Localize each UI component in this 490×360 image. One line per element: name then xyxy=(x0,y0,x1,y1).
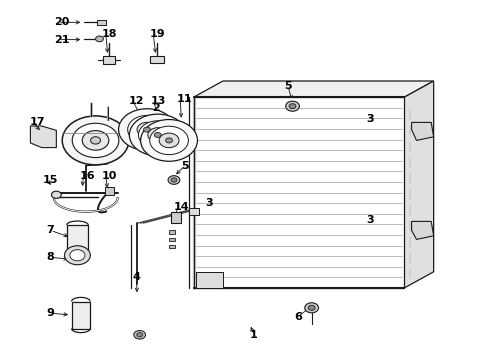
Bar xyxy=(169,245,175,248)
Text: 4: 4 xyxy=(132,272,140,282)
Circle shape xyxy=(286,101,299,111)
Text: 1: 1 xyxy=(250,330,258,340)
Circle shape xyxy=(119,109,175,150)
Circle shape xyxy=(96,36,103,42)
Circle shape xyxy=(154,132,161,138)
Bar xyxy=(189,208,199,215)
Text: 16: 16 xyxy=(79,171,95,181)
Circle shape xyxy=(72,123,119,158)
Circle shape xyxy=(144,127,150,132)
Text: 5: 5 xyxy=(284,81,292,91)
Polygon shape xyxy=(194,81,434,97)
Text: 3: 3 xyxy=(206,198,214,208)
Circle shape xyxy=(70,250,85,261)
Text: 20: 20 xyxy=(54,17,69,27)
Text: 9: 9 xyxy=(47,308,54,318)
Text: 18: 18 xyxy=(102,29,118,39)
Circle shape xyxy=(82,131,109,150)
Circle shape xyxy=(168,176,180,184)
Circle shape xyxy=(150,126,188,154)
Text: 12: 12 xyxy=(129,96,145,106)
Circle shape xyxy=(128,116,166,144)
Text: 13: 13 xyxy=(150,96,166,106)
Bar xyxy=(169,238,175,241)
Circle shape xyxy=(166,138,172,143)
Circle shape xyxy=(171,178,177,182)
Text: 14: 14 xyxy=(174,202,190,212)
Circle shape xyxy=(148,128,168,142)
Text: 6: 6 xyxy=(294,312,302,322)
Bar xyxy=(105,187,114,195)
Text: 17: 17 xyxy=(29,117,45,127)
Circle shape xyxy=(65,246,90,265)
Bar xyxy=(194,97,404,288)
Text: 3: 3 xyxy=(367,215,374,225)
Text: 3: 3 xyxy=(367,114,374,124)
Circle shape xyxy=(141,120,197,161)
Bar xyxy=(169,230,175,234)
Polygon shape xyxy=(30,126,56,148)
Text: 10: 10 xyxy=(102,171,117,181)
Circle shape xyxy=(139,121,177,149)
Text: 15: 15 xyxy=(43,175,58,185)
Circle shape xyxy=(137,333,143,337)
Circle shape xyxy=(137,122,157,137)
Circle shape xyxy=(129,114,186,156)
Text: 8: 8 xyxy=(47,252,54,262)
Polygon shape xyxy=(412,221,434,239)
Circle shape xyxy=(289,104,296,109)
Circle shape xyxy=(134,330,146,339)
Circle shape xyxy=(159,133,179,148)
Circle shape xyxy=(91,137,100,144)
Text: 21: 21 xyxy=(54,35,70,45)
Bar xyxy=(171,212,181,223)
Text: 2: 2 xyxy=(152,103,160,113)
Bar xyxy=(97,20,106,25)
Circle shape xyxy=(62,116,129,165)
Circle shape xyxy=(51,191,61,198)
Polygon shape xyxy=(404,81,434,288)
Polygon shape xyxy=(412,122,434,140)
Bar xyxy=(196,272,223,288)
Bar xyxy=(67,225,88,250)
Text: 11: 11 xyxy=(176,94,192,104)
Text: 19: 19 xyxy=(149,29,165,39)
Bar xyxy=(103,56,115,64)
Circle shape xyxy=(305,303,318,313)
Bar xyxy=(150,56,164,63)
Text: 7: 7 xyxy=(47,225,54,235)
Text: 5: 5 xyxy=(181,161,189,171)
Circle shape xyxy=(308,305,315,310)
Bar xyxy=(72,301,90,328)
